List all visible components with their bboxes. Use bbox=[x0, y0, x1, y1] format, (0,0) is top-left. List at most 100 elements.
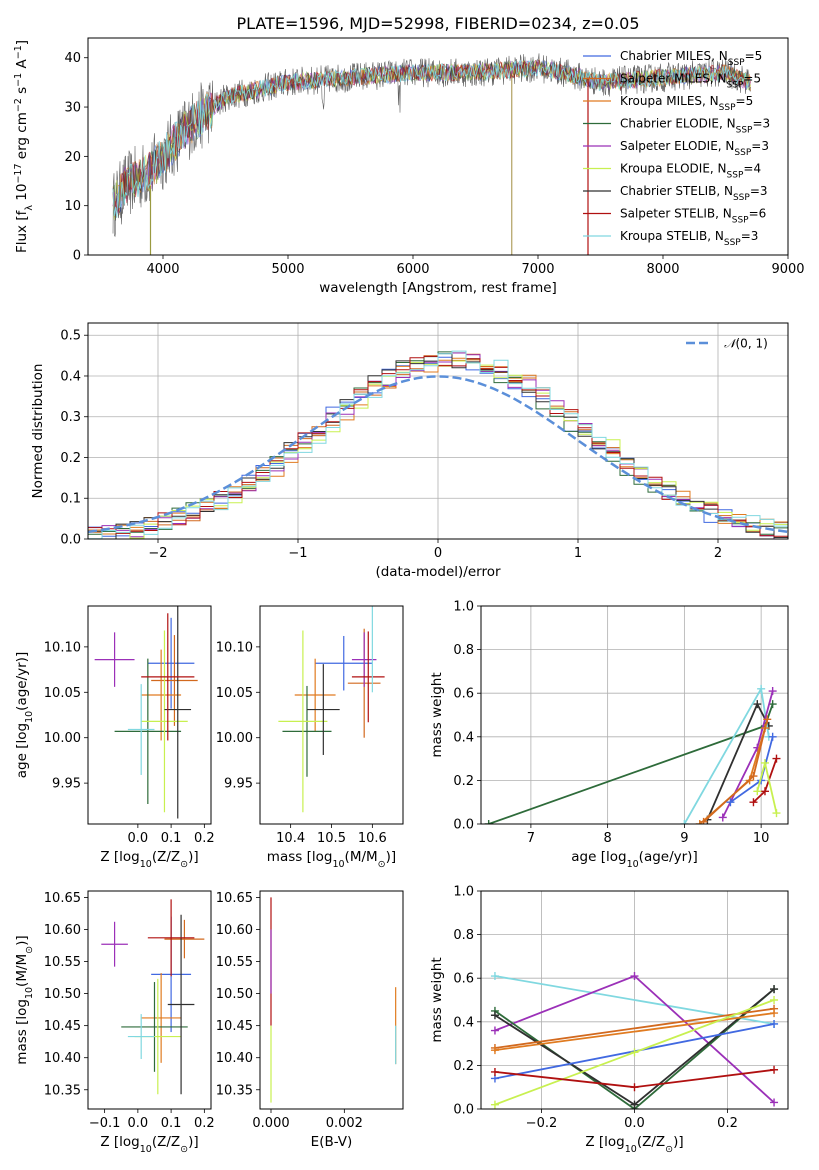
age_vs_Z-points bbox=[94, 606, 198, 819]
y-tick-label: 10.10 bbox=[216, 640, 253, 655]
weight-marker bbox=[490, 1067, 499, 1076]
x-tick-label: 0 bbox=[434, 546, 442, 561]
weight-marker bbox=[760, 758, 769, 767]
y-tick-label: 0.4 bbox=[60, 369, 81, 384]
weight-marker bbox=[749, 798, 758, 807]
weight-marker bbox=[490, 1100, 499, 1109]
weight-marker bbox=[726, 798, 735, 807]
y-tick-label: 0.1 bbox=[60, 492, 81, 507]
y-tick-label: 10.35 bbox=[216, 1083, 253, 1098]
x-tick-label: 2 bbox=[714, 546, 722, 561]
weight-marker bbox=[772, 809, 781, 818]
age_vs_Z-axes: 0.0 0.1 0.2 9.95 10.00 10.05 10.10 Z [log10(Z/Z… bbox=[14, 640, 215, 869]
legend-label: Salpeter MILES, NSSP=5 bbox=[620, 72, 761, 91]
weight-marker bbox=[630, 1100, 639, 1109]
age_vs_mass-axes: 10.4 10.5 10.6 9.95 10.00 10.05 10.10 mass [log… bbox=[216, 640, 396, 869]
y-tick-label: 0.0 bbox=[453, 818, 474, 833]
y-tick-label: 0.2 bbox=[453, 774, 474, 789]
y-tick-label: 0.8 bbox=[453, 643, 474, 658]
y-tick-label: 10 bbox=[64, 199, 81, 214]
weight_vs_Z-axes: −0.2 0.0 0.2 0.0 0.2 0.4 0.6 0.8 1.0 Z [log10(Z/Z… bbox=[429, 885, 788, 1155]
model-spectrum-kroupa-stelib bbox=[112, 60, 751, 218]
weight-marker bbox=[772, 754, 781, 763]
x-tick-label: 7000 bbox=[521, 262, 554, 277]
y-tick-label: 10.55 bbox=[216, 955, 253, 970]
legend-label: Chabrier MILES, NSSP=5 bbox=[620, 49, 762, 68]
x-tick-label: 0.2 bbox=[717, 1116, 738, 1131]
weight-marker bbox=[763, 715, 772, 724]
weight-marker bbox=[770, 1009, 779, 1018]
weight-line bbox=[494, 1007, 775, 1049]
weight-marker bbox=[490, 1046, 499, 1055]
y-tick-label: 10.05 bbox=[44, 686, 81, 701]
weight_vs_Z-frame bbox=[480, 890, 789, 1110]
x-tick-label: 6000 bbox=[396, 262, 429, 277]
weight_vs_age-frame bbox=[480, 605, 789, 825]
y-tick-label: 10.65 bbox=[44, 891, 81, 906]
weight_vs_Z-lines bbox=[490, 972, 779, 1109]
x-tick-label: 7 bbox=[527, 831, 535, 846]
x-tick-label: 10.6 bbox=[358, 831, 387, 846]
y-axis-label: Normed distribution bbox=[30, 364, 46, 499]
x-tick-label: 0.0 bbox=[128, 1116, 149, 1131]
histogram-kroupa-stelib bbox=[88, 350, 788, 539]
spectrum-legend: Chabrier MILES, NSSP=5 Salpeter MILES, NS… bbox=[583, 49, 770, 248]
y-tick-label: 10.40 bbox=[44, 1051, 81, 1066]
x-tick-label: −1 bbox=[288, 546, 307, 561]
x-tick-label: 0.1 bbox=[161, 831, 182, 846]
legend-label: Salpeter STELIB, NSSP=6 bbox=[620, 207, 766, 226]
y-tick-label: 0.6 bbox=[453, 972, 474, 987]
y-axis-label: mass [log10(M/M⊙)] bbox=[14, 935, 35, 1064]
x-tick-label: 10.4 bbox=[276, 831, 305, 846]
weight-marker bbox=[490, 1026, 499, 1035]
weight-marker bbox=[490, 972, 499, 981]
x-tick-label: 0.0 bbox=[624, 1116, 645, 1131]
weight-marker bbox=[768, 732, 777, 741]
x-tick-label: 4000 bbox=[146, 262, 179, 277]
legend-label: Chabrier ELODIE, NSSP=3 bbox=[620, 117, 770, 136]
y-tick-label: 0.0 bbox=[60, 533, 81, 548]
y-tick-label: 20 bbox=[64, 150, 81, 165]
y-tick-label: 40 bbox=[64, 51, 81, 66]
residuals-axes: −2 −1 0 1 2 0.0 0.1 0.2 0.3 0.4 0.5 (data-model)/er… bbox=[30, 323, 788, 580]
age_vs_Z-frame bbox=[87, 605, 212, 825]
x-tick-label: 0.002 bbox=[326, 1116, 363, 1131]
weight-marker bbox=[630, 1083, 639, 1092]
mass_vs_Z-axes: −0.1 0.0 0.1 0.2 10.35 10.40 10.45 10.50 10.55 10… bbox=[14, 891, 215, 1155]
x-tick-label: 0.1 bbox=[161, 1116, 182, 1131]
weight_vs_age-lines bbox=[484, 684, 781, 824]
histograms bbox=[88, 350, 788, 539]
weight-marker bbox=[753, 787, 762, 796]
spectrum-frame bbox=[87, 37, 789, 256]
y-axis-label: mass weight bbox=[429, 672, 445, 757]
legend-label: Chabrier STELIB, NSSP=3 bbox=[620, 184, 768, 203]
legend-label: Kroupa STELIB, NSSP=3 bbox=[620, 229, 758, 248]
y-axis-label: Flux [fλ 10−17 erg cm−2 s−1 A−1] bbox=[13, 40, 35, 253]
normal-curve bbox=[88, 375, 788, 534]
x-tick-label: 10.5 bbox=[317, 831, 346, 846]
x-axis-label: E(B-V) bbox=[311, 1134, 353, 1150]
x-axis-label: Z [log10(Z/Z⊙)] bbox=[585, 1134, 683, 1155]
y-tick-label: 10.50 bbox=[216, 987, 253, 1002]
weight-marker bbox=[630, 972, 639, 981]
x-axis-label: Z [log10(Z/Z⊙)] bbox=[100, 849, 198, 870]
mass_vs_Z-points bbox=[101, 899, 205, 1095]
weight-marker bbox=[749, 772, 758, 781]
mass_vs_ebv-points bbox=[270, 897, 397, 1103]
legend-label: 𝒩(0, 1) bbox=[724, 337, 768, 351]
y-tick-label: 30 bbox=[64, 101, 81, 116]
weight-marker bbox=[490, 1011, 499, 1020]
weight-marker bbox=[768, 687, 777, 696]
y-tick-label: 0.4 bbox=[453, 730, 474, 745]
y-tick-label: 9.95 bbox=[224, 777, 253, 792]
y-tick-label: 0.4 bbox=[453, 1015, 474, 1030]
chart-title: PLATE=1596, MJD=52998, FIBERID=0234, z=0… bbox=[236, 14, 639, 33]
x-axis-label: Z [log10(Z/Z⊙)] bbox=[100, 1134, 198, 1155]
spectrum-lines bbox=[112, 53, 751, 255]
legend-label: Kroupa ELODIE, NSSP=4 bbox=[620, 162, 761, 181]
y-tick-label: 10.00 bbox=[216, 731, 253, 746]
residuals-frame bbox=[87, 322, 789, 540]
weight-marker bbox=[770, 1019, 779, 1028]
x-axis-label: mass [log10(M/M⊙)] bbox=[267, 849, 396, 870]
